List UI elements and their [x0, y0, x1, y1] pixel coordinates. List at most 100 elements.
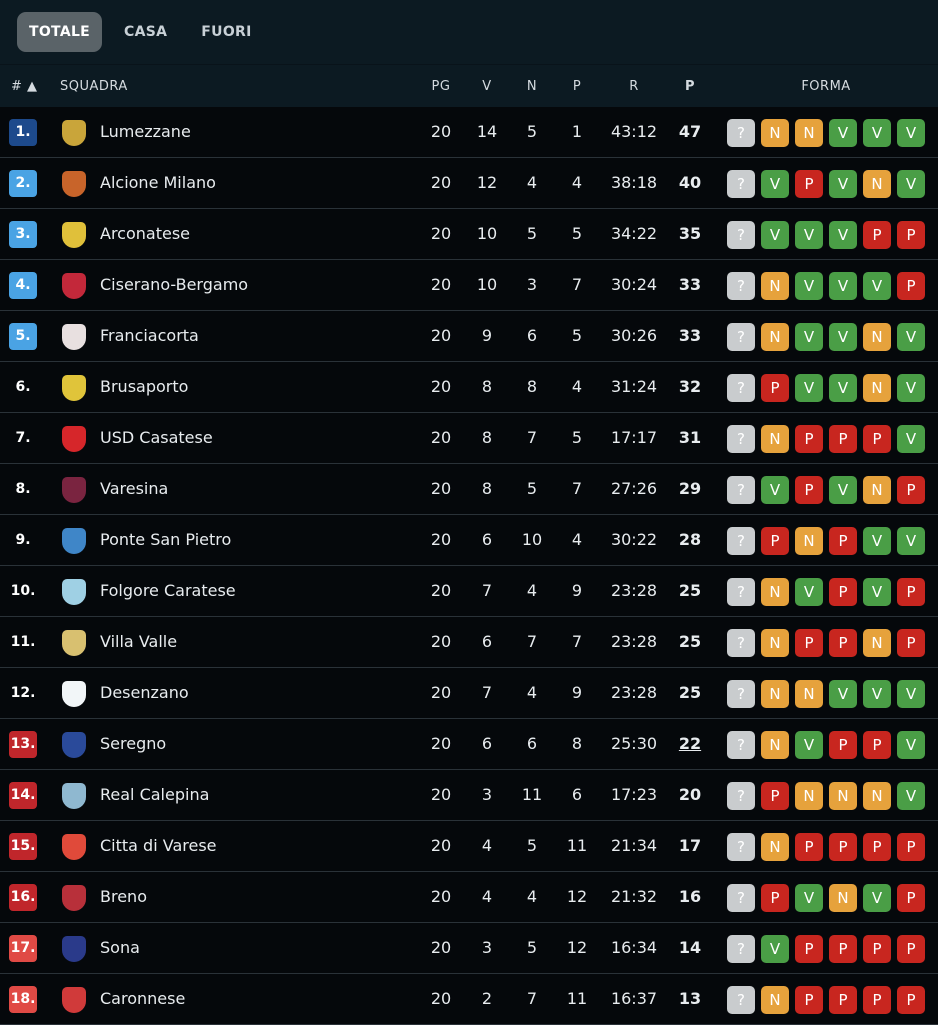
form-badge[interactable]: P [863, 221, 891, 249]
team-name[interactable]: Sona [100, 938, 140, 957]
col-r[interactable]: R [629, 79, 639, 94]
form-badge[interactable]: V [897, 680, 925, 708]
form-badge[interactable]: N [863, 374, 891, 402]
form-badge[interactable]: P [897, 935, 925, 963]
form-badge[interactable]: ? [727, 884, 755, 912]
team-name[interactable]: USD Casatese [100, 428, 213, 447]
form-badge[interactable]: P [795, 476, 823, 504]
form-badge[interactable]: V [829, 170, 857, 198]
team-name[interactable]: Desenzano [100, 683, 189, 702]
col-p[interactable]: P [572, 79, 582, 94]
form-badge[interactable]: V [829, 680, 857, 708]
form-badge[interactable]: P [897, 272, 925, 300]
form-badge[interactable]: P [829, 935, 857, 963]
form-badge[interactable]: P [829, 578, 857, 606]
form-badge[interactable]: N [863, 323, 891, 351]
form-badge[interactable]: V [897, 170, 925, 198]
form-badge[interactable]: V [795, 221, 823, 249]
form-badge[interactable]: V [829, 476, 857, 504]
form-badge[interactable]: V [829, 272, 857, 300]
form-badge[interactable]: V [897, 119, 925, 147]
team-name[interactable]: Varesina [100, 479, 169, 498]
col-pts[interactable]: P [684, 79, 696, 94]
form-badge[interactable]: V [863, 527, 891, 555]
table-row[interactable]: 6. Brusaporto 20 8 8 4 31:24 32? P V V N V [0, 362, 938, 413]
form-badge[interactable]: N [863, 476, 891, 504]
form-badge[interactable]: V [761, 935, 789, 963]
form-badge[interactable]: V [761, 170, 789, 198]
form-badge[interactable]: N [761, 425, 789, 453]
table-row[interactable]: 1. Lumezzane 20 14 5 1 43:12 47? N N V V V [0, 107, 938, 158]
form-badge[interactable]: V [829, 221, 857, 249]
form-badge[interactable]: N [863, 170, 891, 198]
form-badge[interactable]: P [795, 935, 823, 963]
form-badge[interactable]: ? [727, 782, 755, 810]
form-badge[interactable]: P [863, 425, 891, 453]
form-badge[interactable]: ? [727, 578, 755, 606]
col-pg[interactable]: PG [431, 79, 451, 94]
tab-casa[interactable]: CASA [124, 24, 168, 40]
table-row[interactable]: 3. Arconatese 20 10 5 5 34:22 35? V V V P P [0, 209, 938, 260]
team-name[interactable]: Villa Valle [100, 632, 178, 651]
form-badge[interactable]: ? [727, 527, 755, 555]
col-rank-sort[interactable]: # ▲ [11, 79, 38, 94]
col-n[interactable]: N [526, 79, 538, 94]
form-badge[interactable]: ? [727, 425, 755, 453]
team-name[interactable]: Ponte San Pietro [100, 530, 232, 549]
form-badge[interactable]: P [897, 629, 925, 657]
form-badge[interactable]: P [795, 170, 823, 198]
form-badge[interactable]: P [863, 986, 891, 1014]
form-badge[interactable]: P [897, 221, 925, 249]
form-badge[interactable]: P [897, 578, 925, 606]
form-badge[interactable]: V [795, 578, 823, 606]
form-badge[interactable]: V [795, 323, 823, 351]
table-row[interactable]: 14. Real Calepina 20 3 11 6 17:23 20? P N N N V [0, 770, 938, 821]
form-badge[interactable]: N [795, 527, 823, 555]
form-badge[interactable]: V [863, 680, 891, 708]
form-badge[interactable]: N [761, 629, 789, 657]
team-name[interactable]: Breno [100, 887, 147, 906]
form-badge[interactable]: V [863, 272, 891, 300]
form-badge[interactable]: ? [727, 119, 755, 147]
table-row[interactable]: 12. Desenzano 20 7 4 9 23:28 25? N N V V V [0, 668, 938, 719]
form-badge[interactable]: V [897, 374, 925, 402]
table-row[interactable]: 13. Seregno 20 6 6 8 25:30 22? N V P P V [0, 719, 938, 770]
form-badge[interactable]: P [897, 986, 925, 1014]
form-badge[interactable]: P [863, 833, 891, 861]
form-badge[interactable]: P [795, 833, 823, 861]
team-name[interactable]: Arconatese [100, 224, 190, 243]
form-badge[interactable]: V [863, 578, 891, 606]
form-badge[interactable]: P [761, 782, 789, 810]
form-badge[interactable]: P [761, 527, 789, 555]
table-row[interactable]: 9. Ponte San Pietro 20 6 10 4 30:22 28? P N P V V [0, 515, 938, 566]
tab-fuori[interactable]: FUORI [201, 24, 252, 40]
table-row[interactable]: 17. Sona 20 3 5 12 16:34 14? V P P P P [0, 923, 938, 974]
table-row[interactable]: 7. USD Casatese 20 8 7 5 17:17 31? N P P P V [0, 413, 938, 464]
form-badge[interactable]: N [795, 119, 823, 147]
form-badge[interactable]: P [795, 986, 823, 1014]
col-v[interactable]: V [482, 79, 492, 94]
form-badge[interactable]: P [829, 425, 857, 453]
form-badge[interactable]: P [761, 884, 789, 912]
form-badge[interactable]: N [761, 323, 789, 351]
table-row[interactable]: 8. Varesina 20 8 5 7 27:26 29? V P V N P [0, 464, 938, 515]
form-badge[interactable]: V [897, 782, 925, 810]
table-row[interactable]: 5. Franciacorta 20 9 6 5 30:26 33? N V V N V [0, 311, 938, 362]
table-row[interactable]: 18. Caronnese 20 2 7 11 16:37 13? N P P P P [0, 974, 938, 1025]
table-row[interactable]: 15. Citta di Varese 20 4 5 11 21:34 17? N P P P P [0, 821, 938, 872]
form-badge[interactable]: ? [727, 731, 755, 759]
form-badge[interactable]: N [795, 680, 823, 708]
team-name[interactable]: Ciserano-Bergamo [100, 275, 249, 294]
table-row[interactable]: 10. Folgore Caratese 20 7 4 9 23:28 25? N V P V P [0, 566, 938, 617]
form-badge[interactable]: V [897, 731, 925, 759]
form-badge[interactable]: N [795, 782, 823, 810]
form-badge[interactable]: P [795, 425, 823, 453]
table-row[interactable]: 16. Breno 20 4 4 12 21:32 16? P V N V P [0, 872, 938, 923]
form-badge[interactable]: N [761, 680, 789, 708]
form-badge[interactable]: ? [727, 323, 755, 351]
form-badge[interactable]: V [897, 425, 925, 453]
form-badge[interactable]: P [829, 527, 857, 555]
form-badge[interactable]: N [761, 833, 789, 861]
table-row[interactable]: 2. Alcione Milano 20 12 4 4 38:18 40? V P V N V [0, 158, 938, 209]
form-badge[interactable]: N [829, 884, 857, 912]
